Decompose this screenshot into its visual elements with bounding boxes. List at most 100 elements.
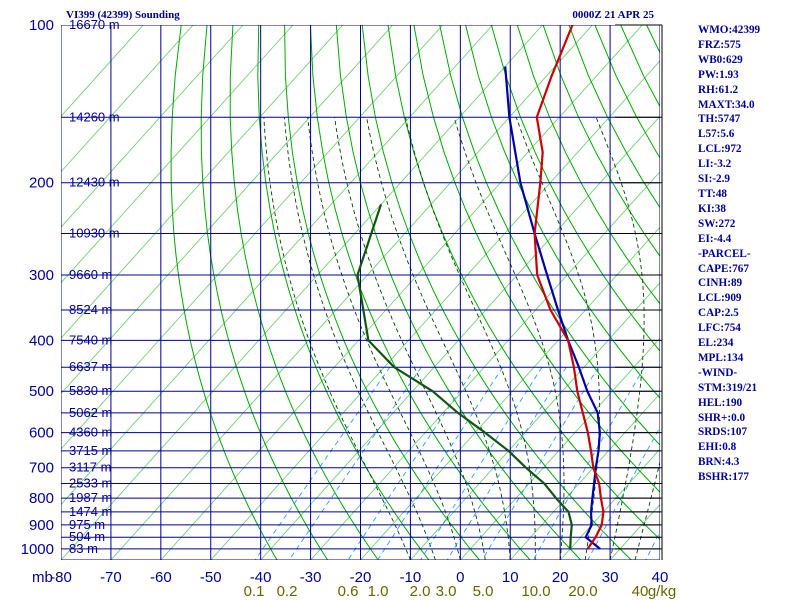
index-item: TT:48 bbox=[698, 187, 728, 200]
index-item: BSHR:177 bbox=[698, 471, 749, 484]
index-item: L57:5.6 bbox=[698, 128, 735, 141]
isotherm bbox=[459, 337, 660, 560]
mixing-ratio-line bbox=[482, 366, 599, 560]
dry-adiabat bbox=[776, 25, 800, 560]
mixing-ratio-line bbox=[446, 366, 567, 560]
index-item: MPL:134 bbox=[698, 351, 744, 364]
temperature-tick-label: -50 bbox=[200, 569, 222, 586]
temperature-tick-label: 30 bbox=[602, 569, 619, 586]
index-item: LI:-3.2 bbox=[698, 158, 732, 171]
index-item: STM:319/21 bbox=[698, 381, 758, 394]
height-label: 5830 m bbox=[69, 383, 112, 398]
index-item: LCL:909 bbox=[698, 292, 742, 305]
pressure-tick-label: 300 bbox=[29, 267, 54, 284]
pressure-tick-label: 100 bbox=[29, 17, 54, 34]
temperature-tick-label: -30 bbox=[300, 569, 322, 586]
isotherm bbox=[509, 392, 660, 560]
temperature-tick-label: -60 bbox=[150, 569, 172, 586]
isotherm bbox=[61, 25, 244, 228]
moist-adiabat bbox=[263, 117, 411, 560]
dewpoint-line bbox=[356, 204, 573, 549]
pressure-tick-label: 1000 bbox=[21, 541, 54, 558]
temperature-tick-label: 40 bbox=[652, 569, 669, 586]
mixing-ratio-label: 2.0 bbox=[410, 583, 431, 600]
mixing-ratio-label: 10.0 bbox=[521, 583, 550, 600]
index-item: EI:-4.4 bbox=[698, 232, 732, 245]
index-item: CAP:2.5 bbox=[698, 307, 739, 320]
index-item: RH:61.2 bbox=[698, 83, 739, 96]
height-label: 3117 m bbox=[69, 460, 111, 475]
index-item: WMO:42399 bbox=[698, 24, 761, 36]
chart-title: VI399 (42399) Sounding bbox=[66, 9, 180, 21]
index-item: FRZ:575 bbox=[698, 38, 741, 51]
pressure-tick-label: 800 bbox=[29, 490, 54, 507]
isotherm bbox=[360, 226, 660, 560]
index-item: EL:234 bbox=[698, 337, 734, 350]
height-label: 1474 m bbox=[69, 504, 112, 519]
dry-adiabat bbox=[200, 25, 329, 560]
height-label: 6637 m bbox=[69, 359, 112, 374]
index-item: SHR+:0.0 bbox=[698, 411, 746, 424]
height-label: 10930 m bbox=[69, 225, 120, 240]
dry-adiabat bbox=[309, 25, 531, 560]
index-item: -PARCEL- bbox=[698, 247, 751, 260]
index-item: CINH:89 bbox=[698, 277, 743, 290]
index-item: KI:38 bbox=[698, 202, 726, 215]
isotherm bbox=[110, 25, 593, 560]
mixing-ratio-label: 5.0 bbox=[473, 583, 494, 600]
index-item: TH:5747 bbox=[698, 113, 741, 126]
temperature-line bbox=[533, 25, 605, 550]
dry-adiabat bbox=[490, 25, 660, 352]
index-item: BRN:4.3 bbox=[698, 456, 740, 469]
height-label: 2533 m bbox=[69, 475, 112, 490]
index-item: SRDS:107 bbox=[698, 426, 748, 439]
temperature-tick-label: -40 bbox=[250, 569, 272, 586]
dry-adiabat bbox=[361, 25, 632, 560]
height-label: 7540 m bbox=[69, 332, 112, 347]
mixing-ratio-label: 40 bbox=[632, 583, 649, 600]
pressure-tick-label: 700 bbox=[29, 460, 54, 477]
dry-adiabat bbox=[516, 25, 660, 305]
height-label: 8524 m bbox=[69, 302, 112, 317]
index-item: SW:272 bbox=[698, 217, 736, 230]
isotherm bbox=[210, 60, 660, 560]
mixing-ratio-line bbox=[377, 366, 504, 560]
isotherm bbox=[310, 171, 660, 560]
height-label: 9660 m bbox=[69, 267, 112, 282]
temperature-tick-label: 10 bbox=[502, 569, 519, 586]
isotherm bbox=[61, 25, 394, 395]
mixing-ratio-label: g/kg bbox=[648, 583, 676, 600]
mixing-ratio-label: 0.1 bbox=[244, 583, 265, 600]
temperature-tick-label: 20 bbox=[552, 569, 569, 586]
index-item: WB0:629 bbox=[698, 53, 743, 66]
index-item: -WIND- bbox=[698, 366, 738, 379]
dry-adiabat bbox=[568, 25, 660, 209]
pressure-tick-label: 500 bbox=[29, 383, 54, 400]
index-item: SI:-2.9 bbox=[698, 173, 731, 186]
isotherm bbox=[61, 25, 144, 117]
index-item: PW:1.93 bbox=[698, 68, 739, 81]
pressure-tick-label: 900 bbox=[29, 517, 54, 534]
moist-adiabat bbox=[515, 117, 600, 560]
temperature-tick-label: -70 bbox=[100, 569, 122, 586]
isotherm bbox=[410, 282, 660, 560]
isotherm bbox=[61, 25, 194, 173]
isotherm bbox=[61, 25, 493, 506]
dry-adiabat bbox=[170, 25, 278, 560]
mixing-ratio-label: 1.0 bbox=[368, 583, 389, 600]
height-label: 4360 m bbox=[69, 425, 112, 440]
height-label: 16670 m bbox=[69, 17, 120, 32]
pressure-tick-label: 600 bbox=[29, 425, 54, 442]
dry-adiabat bbox=[439, 25, 660, 446]
plot-area bbox=[61, 25, 800, 560]
temperature-tick-label: -10 bbox=[400, 569, 422, 586]
dry-adiabat bbox=[229, 25, 379, 560]
indices-panel: WMO:42399 FRZ:575 WB0:629 PW:1.93 RH:61.2 MAX… bbox=[698, 23, 760, 485]
isotherm bbox=[559, 448, 660, 560]
index-item: LFC:754 bbox=[698, 322, 741, 335]
height-label: 5062 m bbox=[69, 405, 112, 420]
isotherm bbox=[61, 25, 294, 284]
dry-adiabat bbox=[542, 25, 660, 257]
mixing-ratio-line bbox=[288, 366, 422, 560]
